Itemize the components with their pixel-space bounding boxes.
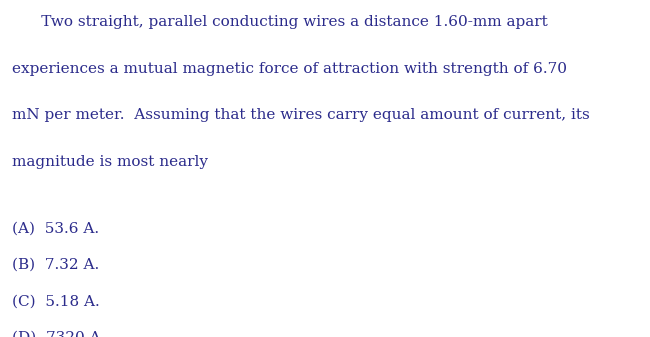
Text: (D)  7320 A.: (D) 7320 A.	[12, 331, 105, 337]
Text: Two straight, parallel conducting wires a distance 1.60-mm apart: Two straight, parallel conducting wires …	[12, 15, 547, 29]
Text: mN per meter.  Assuming that the wires carry equal amount of current, its: mN per meter. Assuming that the wires ca…	[12, 108, 590, 122]
Text: (A)  53.6 A.: (A) 53.6 A.	[12, 221, 99, 236]
Text: (C)  5.18 A.: (C) 5.18 A.	[12, 294, 99, 308]
Text: experiences a mutual magnetic force of attraction with strength of 6.70: experiences a mutual magnetic force of a…	[12, 62, 567, 76]
Text: magnitude is most nearly: magnitude is most nearly	[12, 155, 208, 169]
Text: (B)  7.32 A.: (B) 7.32 A.	[12, 258, 99, 272]
